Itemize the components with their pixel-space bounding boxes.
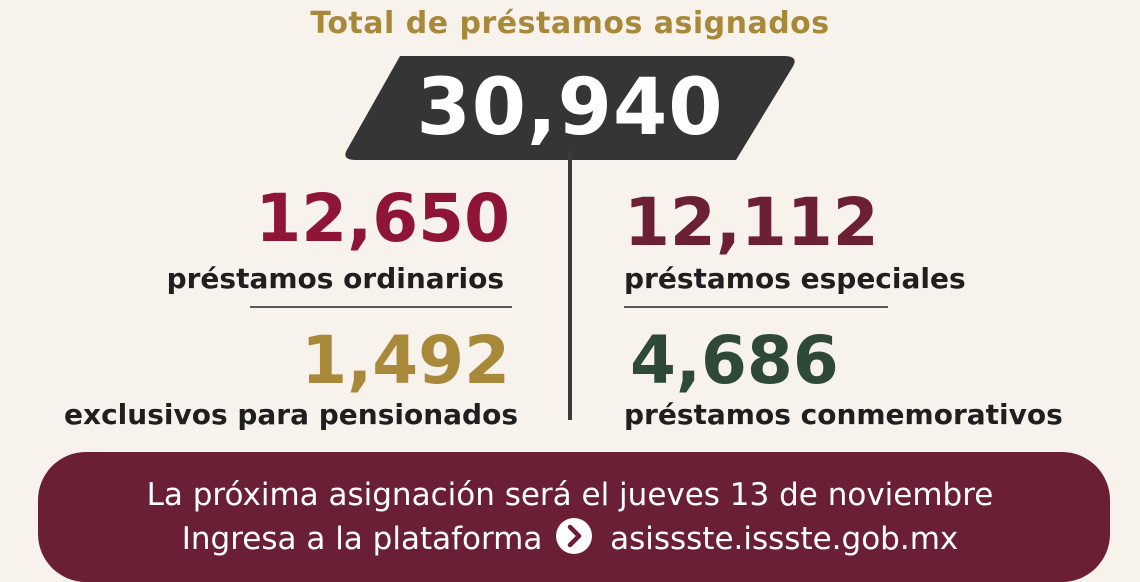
especiales-label: préstamos especiales bbox=[624, 262, 966, 295]
ordinarios-value: 12,650 bbox=[255, 180, 510, 257]
banner-date-text: La próxima asignación será el jueves 13 … bbox=[146, 477, 994, 513]
banner-platform-line: Ingresa a la plataforma asissste.issste.… bbox=[0, 518, 1140, 559]
especiales-value: 12,112 bbox=[624, 184, 879, 261]
pensionados-value: 1,492 bbox=[301, 322, 510, 399]
conmemorativos-value: 4,686 bbox=[630, 322, 839, 399]
info-banner bbox=[38, 452, 1110, 582]
center-divider bbox=[568, 150, 572, 420]
badge-shape bbox=[345, 56, 795, 160]
banner-platform-prefix: Ingresa a la plataforma bbox=[181, 521, 543, 557]
right-divider bbox=[624, 306, 888, 308]
total-badge: 30,940 bbox=[340, 56, 800, 160]
total-value: 30,940 bbox=[416, 63, 724, 153]
platform-url-link[interactable]: asissste.issste.gob.mx bbox=[610, 521, 959, 557]
pensionados-label: exclusivos para pensionados bbox=[64, 398, 518, 431]
page-title: Total de préstamos asignados bbox=[310, 6, 830, 41]
conmemorativos-label: préstamos conmemorativos bbox=[624, 398, 1063, 431]
left-divider bbox=[250, 306, 512, 308]
chevron-right-circle-icon bbox=[556, 518, 593, 554]
ordinarios-label: préstamos ordinarios bbox=[166, 262, 504, 295]
